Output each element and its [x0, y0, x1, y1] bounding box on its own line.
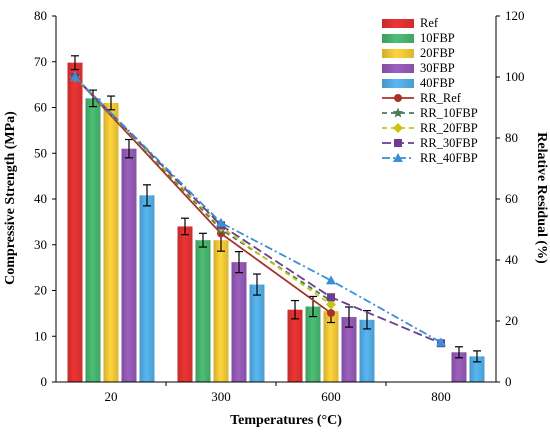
legend-label-20FBP: 20FBP	[420, 46, 455, 60]
bar-10FBP-300	[195, 240, 211, 382]
x-tick-label-600: 600	[321, 389, 341, 404]
legend-swatch-30FBP	[382, 64, 414, 73]
right-tick-label: 100	[505, 69, 525, 84]
left-tick-label: 80	[34, 8, 47, 23]
legend-label-RR_40FBP: RR_40FBP	[420, 151, 478, 165]
point-RR_40FBP-600	[326, 275, 336, 285]
left-tick-label: 10	[34, 328, 47, 343]
left-tick-label: 60	[34, 100, 47, 115]
right-tick-label: 60	[505, 191, 518, 206]
legend-marker-RR_Ref	[394, 94, 402, 102]
left-axis-ticks: 0 10 20 30 40 50 60 70 80	[34, 8, 56, 389]
bar-series	[67, 55, 485, 383]
x-tick-label-800: 800	[431, 389, 451, 404]
x-tick-label-300: 300	[211, 389, 231, 404]
point-RR_20FBP-600	[326, 299, 336, 310]
bar-30FBP-600	[341, 317, 357, 382]
legend-label-10FBP: 10FBP	[420, 31, 455, 45]
right-tick-label: 0	[505, 374, 512, 389]
right-tick-label: 40	[505, 252, 518, 267]
bar-10FBP-20	[85, 98, 101, 382]
right-tick-label: 80	[505, 130, 518, 145]
point-RR_40FBP-20	[70, 72, 80, 81]
bar-10FBP-600	[305, 306, 321, 382]
x-axis-ticks: 20 300 600 800	[105, 382, 451, 404]
legend-marker-RR_40FBP	[393, 153, 403, 162]
bar-20FBP-20	[103, 102, 119, 383]
right-tick-label: 120	[505, 8, 525, 23]
right-axis-ticks: 0 20 40 60 80 100 120	[496, 8, 525, 389]
legend-swatch-20FBP	[382, 49, 414, 58]
legend-swatch-10FBP	[382, 34, 414, 43]
bar-40FBP-600	[359, 319, 375, 382]
left-tick-label: 0	[41, 374, 48, 389]
line-RR_30FBP	[74, 76, 442, 345]
legend-label-RR_20FBP: RR_20FBP	[420, 121, 478, 135]
left-tick-label: 30	[34, 237, 47, 252]
legend-label-30FBP: 30FBP	[420, 61, 455, 75]
point-RR_40FBP-300	[216, 217, 226, 227]
x-tick-label-20: 20	[105, 389, 118, 404]
legend-marker-RR_20FBP	[393, 123, 403, 133]
left-tick-label: 50	[34, 145, 47, 160]
right-y-axis-title: Relative Residual (%)	[534, 132, 549, 264]
right-tick-label: 20	[505, 313, 518, 328]
left-tick-label: 40	[34, 191, 47, 206]
bar-40FBP-300	[249, 284, 265, 382]
relative-residual-lines	[69, 71, 446, 348]
legend-marker-RR_30FBP	[394, 139, 402, 147]
bar-30FBP-20	[121, 148, 137, 382]
legend-label-Ref: Ref	[420, 16, 439, 30]
bar-20FBP-600	[323, 311, 339, 382]
legend-label-40FBP: 40FBP	[420, 76, 455, 90]
left-tick-label: 70	[34, 54, 47, 69]
legend-marker-RR_10FBP	[392, 107, 404, 118]
bar-20FBP-300	[213, 240, 229, 382]
point-RR_Ref-600	[327, 309, 335, 318]
point-RR_30FBP-600	[327, 293, 335, 302]
legend-label-RR_Ref: RR_Ref	[420, 91, 462, 105]
bar-40FBP-800	[469, 356, 485, 382]
legend: Ref10FBP20FBP30FBP40FBPRR_RefRR_10FBPRR_…	[382, 16, 478, 165]
bar-30FBP-300	[231, 262, 247, 382]
bar-40FBP-20	[139, 195, 155, 382]
bar-Ref-600	[287, 309, 303, 382]
left-tick-label: 20	[34, 283, 47, 298]
legend-swatch-40FBP	[382, 79, 414, 88]
left-y-axis-title: Compressive Strength (MPa)	[3, 111, 18, 285]
point-RR_40FBP-800	[436, 337, 446, 347]
bar-30FBP-800	[451, 352, 467, 382]
x-axis-title: Temperatures (°C)	[230, 413, 342, 428]
line-RR_40FBP	[74, 76, 442, 344]
bar-Ref-20	[67, 62, 83, 382]
bar-Ref-300	[177, 226, 193, 382]
legend-label-RR_30FBP: RR_30FBP	[420, 136, 478, 150]
legend-label-RR_10FBP: RR_10FBP	[420, 106, 478, 120]
legend-swatch-Ref	[382, 19, 414, 28]
